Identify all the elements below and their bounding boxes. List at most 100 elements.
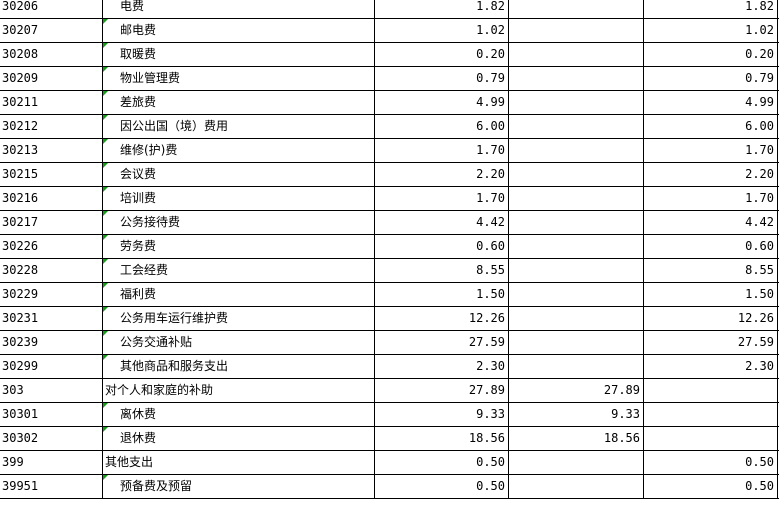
basic-cell[interactable]: [508, 331, 643, 354]
name-cell[interactable]: 劳务费: [102, 235, 374, 258]
basic-cell[interactable]: [508, 283, 643, 306]
code-cell[interactable]: 30302: [2, 431, 39, 445]
basic-cell[interactable]: [508, 115, 643, 138]
basic-cell[interactable]: 27.89: [508, 379, 643, 402]
total-cell[interactable]: 12.26: [374, 307, 508, 330]
basic-cell[interactable]: [508, 67, 643, 90]
project-cell[interactable]: [643, 427, 778, 450]
name-cell[interactable]: 其他支出: [102, 451, 374, 474]
project-cell[interactable]: 12.26: [643, 307, 778, 330]
name-cell[interactable]: 差旅费: [102, 91, 374, 114]
basic-cell[interactable]: [508, 259, 643, 282]
code-cell[interactable]: 30216: [2, 191, 39, 205]
project-cell[interactable]: [643, 403, 778, 426]
code-cell[interactable]: 30217: [2, 215, 39, 229]
project-cell[interactable]: 1.70: [643, 139, 778, 162]
code-cell[interactable]: 30213: [2, 143, 39, 157]
total-cell[interactable]: 1.82: [374, 0, 508, 18]
name-cell[interactable]: 维修(护)费: [102, 139, 374, 162]
code-cell[interactable]: 30239: [2, 335, 39, 349]
project-cell[interactable]: 1.82: [643, 0, 778, 18]
total-cell[interactable]: 0.50: [374, 475, 508, 498]
basic-cell[interactable]: [508, 451, 643, 474]
name-cell[interactable]: 电费: [102, 0, 374, 18]
project-cell[interactable]: 0.60: [643, 235, 778, 258]
name-cell[interactable]: 因公出国（境）费用: [102, 115, 374, 138]
total-cell[interactable]: 1.02: [374, 19, 508, 42]
basic-cell[interactable]: [508, 475, 643, 498]
total-cell[interactable]: 18.56: [374, 427, 508, 450]
code-cell[interactable]: 30208: [2, 47, 39, 61]
name-cell[interactable]: 公务用车运行维护费: [102, 307, 374, 330]
name-cell[interactable]: 退休费: [102, 427, 374, 450]
total-cell[interactable]: 4.42: [374, 211, 508, 234]
code-cell[interactable]: 30212: [2, 119, 39, 133]
project-cell[interactable]: 1.02: [643, 19, 778, 42]
total-cell[interactable]: 0.50: [374, 451, 508, 474]
basic-cell[interactable]: [508, 211, 643, 234]
code-cell[interactable]: 30226: [2, 239, 39, 253]
name-cell[interactable]: 培训费: [102, 187, 374, 210]
code-cell[interactable]: 39951: [2, 479, 39, 493]
name-cell[interactable]: 工会经费: [102, 259, 374, 282]
basic-cell[interactable]: [508, 0, 643, 18]
basic-cell[interactable]: 9.33: [508, 403, 643, 426]
total-cell[interactable]: 27.89: [374, 379, 508, 402]
code-cell[interactable]: 30228: [2, 263, 39, 277]
name-cell[interactable]: 离休费: [102, 403, 374, 426]
basic-cell[interactable]: [508, 355, 643, 378]
total-cell[interactable]: 2.20: [374, 163, 508, 186]
code-cell[interactable]: 30206: [2, 0, 39, 13]
total-cell[interactable]: 1.50: [374, 283, 508, 306]
total-cell[interactable]: 8.55: [374, 259, 508, 282]
basic-cell[interactable]: [508, 91, 643, 114]
code-cell[interactable]: 30215: [2, 167, 39, 181]
total-cell[interactable]: 2.30: [374, 355, 508, 378]
code-cell[interactable]: 30299: [2, 359, 39, 373]
project-cell[interactable]: 8.55: [643, 259, 778, 282]
project-cell[interactable]: 6.00: [643, 115, 778, 138]
total-cell[interactable]: 4.99: [374, 91, 508, 114]
project-cell[interactable]: 0.50: [643, 475, 778, 498]
project-cell[interactable]: 2.30: [643, 355, 778, 378]
total-cell[interactable]: 1.70: [374, 187, 508, 210]
name-cell[interactable]: 公务接待费: [102, 211, 374, 234]
basic-cell[interactable]: [508, 235, 643, 258]
code-cell[interactable]: 30207: [2, 23, 39, 37]
total-cell[interactable]: 6.00: [374, 115, 508, 138]
project-cell[interactable]: [643, 379, 778, 402]
basic-cell[interactable]: [508, 19, 643, 42]
name-cell[interactable]: 对个人和家庭的补助: [102, 379, 374, 402]
project-cell[interactable]: 1.70: [643, 187, 778, 210]
code-cell[interactable]: 30231: [2, 311, 39, 325]
code-cell[interactable]: 399: [2, 455, 24, 469]
basic-cell[interactable]: 18.56: [508, 427, 643, 450]
basic-cell[interactable]: [508, 139, 643, 162]
basic-cell[interactable]: [508, 187, 643, 210]
total-cell[interactable]: 0.79: [374, 67, 508, 90]
basic-cell[interactable]: [508, 43, 643, 66]
code-cell[interactable]: 30301: [2, 407, 39, 421]
code-cell[interactable]: 30229: [2, 287, 39, 301]
total-cell[interactable]: 1.70: [374, 139, 508, 162]
total-cell[interactable]: 27.59: [374, 331, 508, 354]
name-cell[interactable]: 物业管理费: [102, 67, 374, 90]
project-cell[interactable]: 1.50: [643, 283, 778, 306]
name-cell[interactable]: 邮电费: [102, 19, 374, 42]
name-cell[interactable]: 预备费及预留: [102, 475, 374, 498]
project-cell[interactable]: 0.50: [643, 451, 778, 474]
name-cell[interactable]: 公务交通补贴: [102, 331, 374, 354]
project-cell[interactable]: 0.20: [643, 43, 778, 66]
name-cell[interactable]: 福利费: [102, 283, 374, 306]
code-cell[interactable]: 30211: [2, 95, 39, 109]
name-cell[interactable]: 其他商品和服务支出: [102, 355, 374, 378]
project-cell[interactable]: 2.20: [643, 163, 778, 186]
project-cell[interactable]: 4.99: [643, 91, 778, 114]
total-cell[interactable]: 9.33: [374, 403, 508, 426]
project-cell[interactable]: 27.59: [643, 331, 778, 354]
name-cell[interactable]: 取暖费: [102, 43, 374, 66]
total-cell[interactable]: 0.60: [374, 235, 508, 258]
basic-cell[interactable]: [508, 163, 643, 186]
project-cell[interactable]: 4.42: [643, 211, 778, 234]
code-cell[interactable]: 303: [2, 383, 24, 397]
